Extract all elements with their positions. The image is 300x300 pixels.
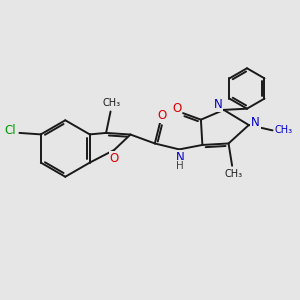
Text: CH₃: CH₃	[224, 169, 242, 179]
Text: O: O	[157, 109, 166, 122]
Text: H: H	[176, 161, 184, 171]
Text: O: O	[110, 152, 119, 165]
Text: CH₃: CH₃	[275, 125, 293, 135]
Text: CH₃: CH₃	[102, 98, 120, 108]
Text: N: N	[176, 151, 184, 164]
Text: Cl: Cl	[5, 124, 16, 137]
Text: N: N	[251, 116, 260, 129]
Text: O: O	[172, 102, 181, 115]
Text: N: N	[214, 98, 222, 111]
